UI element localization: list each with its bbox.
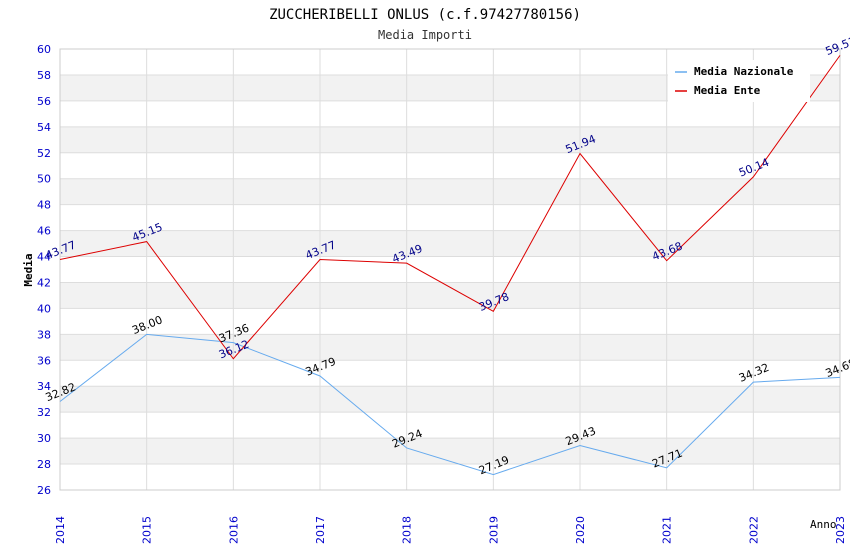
band-44 (60, 230, 840, 257)
y-axis-ticks: 26 28 30 32 34 36 38 40 42 44 46 48 50 52 54 56 58 60 (37, 43, 51, 497)
legend: Media Nazionale Media Ente (668, 60, 810, 102)
grid-lines (59, 48, 841, 491)
plot-bands (60, 74, 840, 465)
y-tick-label-38: 38 (37, 328, 51, 341)
band-48 (60, 178, 840, 205)
x-tick-label-2016: 2016 (227, 516, 240, 544)
y-tick-label-50: 50 (37, 173, 51, 186)
band-52 (60, 126, 840, 153)
plot-border (59, 48, 841, 491)
y-tick-label-60: 60 (37, 43, 51, 56)
x-tick-label-2014: 2014 (54, 516, 67, 544)
band-40 (60, 282, 840, 309)
y-tick-label-32: 32 (37, 406, 51, 419)
chart-subtitle: Media Importi (378, 28, 472, 42)
y-tick-label-40: 40 (37, 302, 51, 315)
x-tick-label-2022: 2022 (747, 516, 760, 544)
x-axis-ticks: 2014 2015 2016 2017 2018 2019 2020 2021 2022 2023 (54, 516, 847, 544)
series-lines (59, 55, 841, 476)
band-32 (60, 386, 840, 413)
y-axis-label: Media (22, 253, 35, 286)
x-tick-label-2021: 2021 (661, 516, 674, 544)
y-tick-label-28: 28 (37, 458, 51, 471)
chart-title: ZUCCHERIBELLI ONLUS (c.f.97427780156) (269, 7, 581, 23)
y-tick-label-54: 54 (37, 121, 51, 134)
y-tick-label-48: 48 (37, 199, 51, 212)
x-tick-label-2020: 2020 (574, 516, 587, 544)
x-tick-label-2019: 2019 (487, 516, 500, 544)
y-tick-label-26: 26 (37, 484, 51, 497)
y-tick-label-44: 44 (37, 251, 51, 264)
x-tick-label-2017: 2017 (314, 516, 327, 544)
legend-label-media-ente: Media Ente (694, 84, 761, 97)
y-tick-label-30: 30 (37, 432, 51, 445)
y-tick-label-34: 34 (37, 380, 51, 393)
x-tick-label-2018: 2018 (401, 516, 414, 544)
y-tick-label-52: 52 (37, 147, 51, 160)
y-tick-label-56: 56 (37, 95, 51, 108)
x-axis-label: Anno (810, 518, 837, 531)
data-label-media-nazionale-2015: 38.00 (130, 313, 164, 337)
y-tick-label-42: 42 (37, 276, 51, 289)
plot-frame (59, 48, 841, 491)
legend-box (668, 60, 810, 102)
series-line-media-nazionale (59, 333, 841, 476)
data-label-media-ente-2023: 59.51 (824, 34, 850, 58)
x-tick-label-2023: 2023 (834, 516, 847, 544)
y-tick-label-46: 46 (37, 225, 51, 238)
series-line-media-ente (59, 55, 841, 360)
x-tick-label-2015: 2015 (141, 516, 154, 544)
y-tick-label-36: 36 (37, 354, 51, 367)
legend-label-media-nazionale: Media Nazionale (694, 65, 794, 78)
band-28 (60, 438, 840, 465)
band-36 (60, 334, 840, 361)
y-tick-label-58: 58 (37, 69, 51, 82)
